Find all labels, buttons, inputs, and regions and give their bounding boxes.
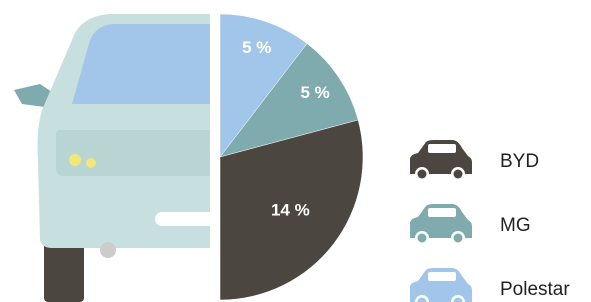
car-light	[100, 242, 116, 258]
slice-label: 5 %	[242, 38, 271, 57]
car-headlight	[69, 154, 81, 166]
legend-item: MG	[410, 204, 531, 245]
legend-icon-wheel	[454, 170, 463, 179]
car-headlight	[86, 158, 96, 168]
pie: 5 % 5 % 14 %	[210, 0, 363, 302]
legend-item: Polestar	[410, 268, 570, 302]
pie-divider	[210, 0, 220, 302]
legend-icon-window	[428, 144, 456, 153]
legend: BYD MG Polestar	[410, 140, 570, 302]
legend-icon-window	[428, 272, 456, 281]
car-grille	[56, 130, 210, 176]
legend-label: MG	[500, 215, 531, 236]
legend-label: Polestar	[500, 279, 570, 300]
legend-icon-wheel	[454, 234, 463, 243]
car-handle	[155, 212, 217, 226]
legend-label: BYD	[500, 151, 539, 172]
legend-icon-window	[428, 208, 456, 217]
car-windshield	[72, 24, 210, 104]
legend-item: BYD	[410, 140, 539, 181]
legend-icon-wheel	[418, 234, 427, 243]
car-illustration	[14, 14, 217, 302]
legend-icon-wheel	[418, 170, 427, 179]
infographic: 5 % 5 % 14 % BYD MG Polestar	[0, 0, 591, 302]
slice-label: 5 %	[300, 83, 329, 102]
slice-label: 14 %	[271, 200, 310, 219]
